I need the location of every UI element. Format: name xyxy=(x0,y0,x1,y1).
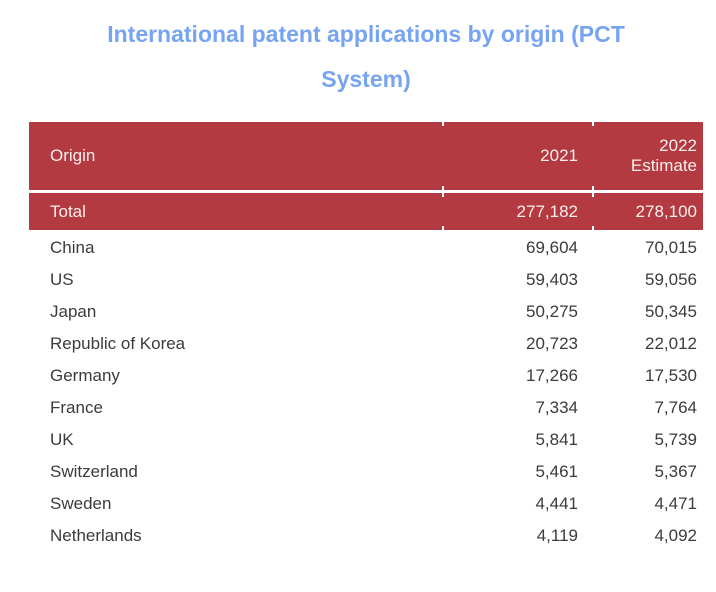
value-2021-cell: 69,604 xyxy=(526,238,578,257)
table-row: Germany 17,266 17,530 xyxy=(29,360,703,392)
table-row: Sweden 4,441 4,471 xyxy=(29,488,703,520)
value-2022-cell: 5,739 xyxy=(654,430,697,449)
total-value-2022: 278,100 xyxy=(635,201,697,221)
table-row: UK 5,841 5,739 xyxy=(29,424,703,456)
origin-cell: UK xyxy=(50,430,74,449)
table-row: Netherlands 4,119 4,092 xyxy=(29,520,703,552)
column-separator-tick xyxy=(442,226,444,230)
table-row: China 69,604 70,015 xyxy=(29,232,703,264)
column-separator-tick xyxy=(442,122,444,126)
value-2021-cell: 4,119 xyxy=(536,526,578,545)
column-separator-tick xyxy=(592,193,594,197)
value-2022-cell: 4,471 xyxy=(654,494,697,513)
origin-cell: US xyxy=(50,270,74,289)
origin-cell: Republic of Korea xyxy=(50,334,186,353)
value-2021-cell: 50,275 xyxy=(526,302,578,321)
header-origin: Origin xyxy=(50,146,96,165)
total-label: Total xyxy=(50,201,86,221)
value-2021-cell: 20,723 xyxy=(526,334,578,353)
total-value-2021: 277,182 xyxy=(516,201,578,221)
value-2022-cell: 4,092 xyxy=(654,526,697,545)
table-body: China 69,604 70,015 US 59,403 59,056 Japan 50,2… xyxy=(29,230,703,552)
value-2021-cell: 4,441 xyxy=(535,494,578,513)
value-2022-cell: 17,530 xyxy=(645,366,697,385)
column-separator-tick xyxy=(592,122,594,126)
column-separator-tick xyxy=(442,193,444,197)
page-title-line2: System) xyxy=(321,66,411,92)
page-title-line1: International patent applications by ori… xyxy=(107,21,625,47)
table-row: Japan 50,275 50,345 xyxy=(29,296,703,328)
page-title: International patent applications by ori… xyxy=(29,12,703,102)
origin-cell: Germany xyxy=(50,366,120,385)
origin-cell: Netherlands xyxy=(50,526,142,545)
origin-cell: Japan xyxy=(50,302,97,321)
column-separator-tick xyxy=(592,226,594,230)
header-2021: 2021 xyxy=(540,146,578,165)
value-2022-cell: 5,367 xyxy=(654,462,697,481)
value-2022-cell: 7,764 xyxy=(654,398,697,417)
value-2022-cell: 59,056 xyxy=(645,270,697,289)
value-2021-cell: 17,266 xyxy=(526,366,578,385)
table-row: France 7,334 7,764 xyxy=(29,392,703,424)
value-2021-cell: 59,403 xyxy=(526,270,578,289)
header-2022-estimate: 2022 Estimate xyxy=(593,136,703,176)
header-total-separator xyxy=(29,190,703,193)
origin-cell: China xyxy=(50,238,95,257)
table-total-row: Total 277,182 278,100 xyxy=(29,193,703,230)
column-separator-tick xyxy=(442,186,444,190)
origin-cell: France xyxy=(50,398,103,417)
column-separator-tick xyxy=(592,186,594,190)
value-2021-cell: 5,461 xyxy=(535,462,578,481)
value-2021-cell: 5,841 xyxy=(535,430,578,449)
table-row: Switzerland 5,461 5,367 xyxy=(29,456,703,488)
value-2021-cell: 7,334 xyxy=(535,398,578,417)
table-row: US 59,403 59,056 xyxy=(29,264,703,296)
origin-cell: Switzerland xyxy=(50,462,138,481)
header-2022-line2: Estimate xyxy=(630,156,697,175)
value-2022-cell: 22,012 xyxy=(645,334,697,353)
table-header-row: Origin 2021 2022 Estimate xyxy=(29,122,703,190)
value-2022-cell: 50,345 xyxy=(645,302,697,321)
value-2022-cell: 70,015 xyxy=(645,238,697,257)
table-row: Republic of Korea 20,723 22,012 xyxy=(29,328,703,360)
origin-cell: Sweden xyxy=(50,494,112,513)
header-2022-line1: 2022 xyxy=(659,136,697,155)
patent-applications-table: Origin 2021 2022 Estimate Total 277,182 … xyxy=(29,122,703,552)
